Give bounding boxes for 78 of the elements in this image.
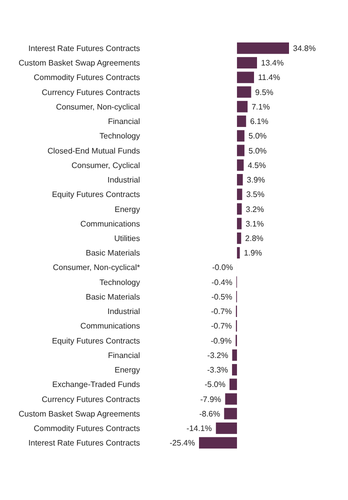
- data-label: 13.4%: [261, 58, 284, 68]
- y-tick-label: Consumer, Cyclical: [72, 160, 140, 170]
- y-tick-label: Exchange-Traded Funds: [52, 380, 140, 390]
- y-tick-label: Custom Basket Swap Agreements: [18, 58, 140, 68]
- bar: [236, 100, 248, 112]
- data-label: 9.5%: [255, 88, 274, 97]
- y-tick-label: Equity Futures Contracts: [52, 336, 140, 346]
- data-label: 2.8%: [245, 234, 264, 243]
- bar: [236, 232, 242, 244]
- data-label: 5.0%: [248, 146, 267, 156]
- y-tick-label: Basic Materials: [86, 248, 140, 258]
- data-label: -5.0%: [204, 380, 226, 390]
- bar: [199, 437, 237, 449]
- bar: [224, 408, 237, 420]
- y-tick-label: Custom Basket Swap Agreements: [18, 409, 140, 418]
- y-tick-label: Interest Rate Futures Contracts: [28, 44, 140, 53]
- data-label: 5.0%: [248, 132, 267, 141]
- data-label: 11.4%: [258, 73, 280, 82]
- y-tick-label: Commodity Futures Contracts: [34, 73, 140, 82]
- y-tick-label: Currency Futures Contracts: [42, 88, 140, 97]
- y-tick-label: Energy: [114, 204, 140, 214]
- data-label: 3.9%: [246, 176, 266, 185]
- bar: [236, 116, 246, 127]
- y-tick-label: Currency Futures Contracts: [42, 394, 140, 404]
- bar: [236, 188, 242, 200]
- bar: [236, 144, 244, 156]
- data-label: 6.1%: [250, 117, 268, 126]
- y-tick-label: Industrial: [108, 307, 140, 316]
- data-label: 3.2%: [246, 204, 264, 214]
- y-tick-label: Technology: [100, 132, 140, 141]
- data-label: -3.3%: [207, 366, 228, 375]
- data-label: -7.9%: [200, 394, 222, 404]
- data-label: -0.9%: [210, 336, 232, 346]
- y-tick-label: Closed-End Mutual Funds: [48, 146, 140, 156]
- data-label: -8.6%: [199, 409, 220, 418]
- bar: [236, 174, 243, 186]
- bar: [236, 203, 242, 215]
- data-label: -0.4%: [211, 278, 232, 287]
- bar: [236, 72, 254, 84]
- bar: [236, 86, 252, 98]
- y-tick-label: Energy: [114, 366, 140, 375]
- bar: [236, 57, 258, 68]
- bar: [236, 247, 240, 259]
- bar: [236, 130, 244, 142]
- data-label: 3.1%: [246, 219, 264, 228]
- y-tick-label: Technology: [100, 278, 140, 287]
- y-tick-label: Interest Rate Futures Contracts: [28, 438, 140, 448]
- data-label: -0.7%: [211, 307, 232, 316]
- y-tick-label: Communications: [80, 322, 140, 331]
- bar: [236, 159, 244, 171]
- data-label: -0.0%: [212, 263, 233, 272]
- bar: [230, 378, 237, 390]
- y-tick-label: Equity Futures Contracts: [52, 190, 140, 200]
- y-tick-label: Commodity Futures Contracts: [34, 424, 140, 434]
- bar: [216, 422, 237, 434]
- data-label: -0.5%: [211, 292, 232, 302]
- y-tick-label: Industrial: [108, 176, 140, 185]
- bar: [225, 393, 237, 405]
- bar: [232, 364, 237, 376]
- y-tick-label: Consumer, Non-cyclical: [56, 102, 140, 112]
- y-tick-label: Communications: [80, 219, 140, 228]
- data-label: 34.8%: [293, 44, 316, 53]
- y-tick-label: Financial: [108, 350, 140, 360]
- data-label: 7.1%: [252, 102, 270, 112]
- data-label: -3.2%: [207, 350, 228, 360]
- bar: [232, 349, 237, 361]
- y-tick-label: Basic Materials: [86, 292, 140, 302]
- y-tick-label: Utilities: [114, 234, 140, 243]
- y-tick-label: Consumer, Non-cyclical*: [52, 263, 140, 272]
- data-label: 3.5%: [246, 190, 264, 200]
- bar: [236, 218, 242, 230]
- data-label: -0.7%: [211, 322, 232, 331]
- data-label: -25.4%: [170, 438, 195, 448]
- data-label: -14.1%: [186, 424, 212, 434]
- y-tick-label: Financial: [108, 117, 140, 126]
- data-label: 1.9%: [244, 248, 262, 258]
- bar: [236, 42, 289, 54]
- data-label: 4.5%: [248, 160, 266, 170]
